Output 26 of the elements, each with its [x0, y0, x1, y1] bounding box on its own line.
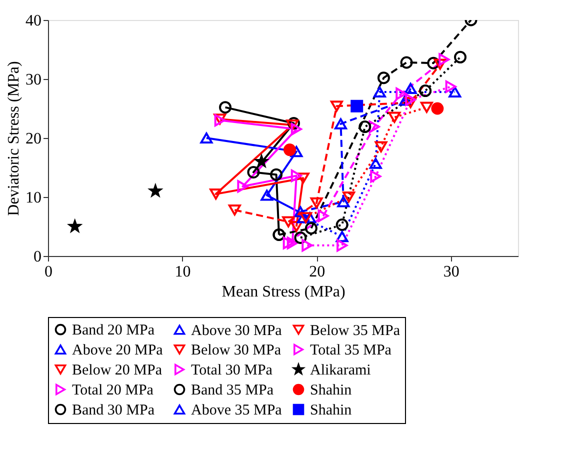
x-tick-label: 30: [443, 264, 460, 280]
y-tick-label: 30: [26, 72, 42, 88]
legend-label: Shahin: [310, 402, 352, 418]
legend-label: Band 20 MPa: [72, 322, 155, 339]
legend-label: Total 20 MPa: [72, 382, 154, 398]
legend-label: Total 30 MPa: [191, 362, 273, 378]
legend-label: Below 30 MPa: [191, 342, 282, 358]
y-tick-label: 0: [34, 248, 42, 266]
y-tick-label: 10: [26, 190, 42, 206]
legend-label: Total 35 MPa: [310, 342, 392, 358]
legend-label: Alikarami: [310, 362, 371, 378]
y-axis-title: Deviatoric Stress (MPa): [6, 61, 22, 216]
x-tick-label: 10: [174, 264, 191, 280]
legend-label: Above 35 MPa: [191, 402, 282, 418]
legend-label: Shahin: [310, 382, 352, 398]
x-tick-label: 20: [309, 264, 326, 280]
legend-label: Above 30 MPa: [191, 322, 282, 339]
legend-label: Below 20 MPa: [72, 362, 162, 378]
x-axis-title: Mean Stress (MPa): [222, 284, 346, 300]
legend-label: Above 20 MPa: [72, 342, 164, 358]
y-tick-label: 40: [26, 12, 42, 30]
legend-label: Below 35 MPa: [310, 322, 400, 339]
legend-label: Band 30 MPa: [72, 402, 155, 418]
y-tick-label: 20: [26, 130, 42, 148]
legend-label: Band 35 MPa: [191, 382, 274, 398]
x-tick-label: 0: [44, 264, 52, 280]
